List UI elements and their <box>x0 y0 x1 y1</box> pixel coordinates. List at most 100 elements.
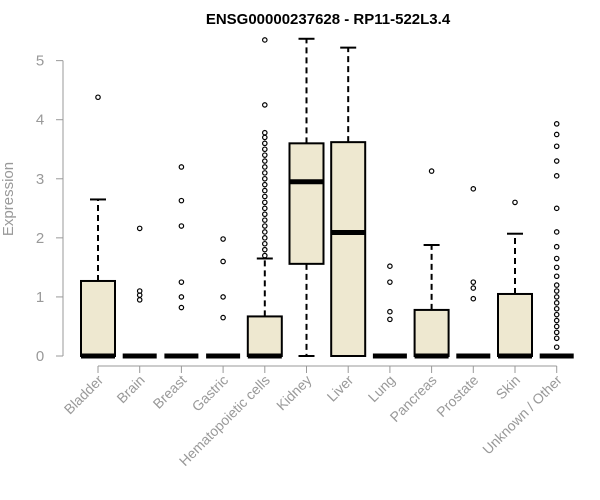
outlier-point <box>553 344 560 350</box>
category-label: Breast <box>150 372 190 412</box>
box-group <box>372 263 407 359</box>
category-label: Bladder <box>61 372 107 418</box>
outlier-point <box>553 243 560 250</box>
box-group <box>497 199 533 359</box>
outlier-point <box>553 229 560 235</box>
box-group <box>206 236 241 359</box>
category-label: Skin <box>493 372 524 403</box>
outlier-point <box>261 235 268 241</box>
outlier-point <box>95 94 101 101</box>
category-label: Lung <box>365 372 398 405</box>
outlier-point <box>553 205 560 212</box>
outlier-point <box>553 282 560 288</box>
outlier-point <box>553 255 560 262</box>
outlier-point <box>553 273 560 280</box>
outlier-point <box>261 217 268 223</box>
outlier-point <box>553 158 560 164</box>
box-group <box>456 186 491 359</box>
category-label: Kidney <box>273 372 315 414</box>
outlier-point <box>261 187 268 194</box>
box-group <box>413 168 450 359</box>
outlier-point <box>220 294 226 300</box>
y-tick-label: 0 <box>36 348 44 365</box>
outlier-point <box>261 181 268 188</box>
category-label: Brain <box>113 372 147 406</box>
outlier-point <box>261 193 268 200</box>
y-tick-label: 3 <box>36 171 44 188</box>
outlier-point <box>220 236 226 242</box>
outlier-point <box>553 335 560 342</box>
outlier-point <box>512 199 518 206</box>
box-group <box>330 46 367 357</box>
outlier-point <box>261 246 268 253</box>
box-iqr <box>288 142 325 265</box>
category-label: Liver <box>324 372 357 405</box>
category-label: Unknown / Other <box>479 372 565 458</box>
outlier-point <box>261 152 268 158</box>
outlier-point <box>220 258 226 265</box>
y-axis-label: Expression <box>0 162 17 236</box>
outlier-point <box>553 264 560 271</box>
box-group <box>288 37 325 357</box>
outlier-point <box>136 288 143 294</box>
outlier-point <box>553 121 560 127</box>
outlier-point <box>261 164 268 170</box>
outlier-point <box>470 295 477 302</box>
outlier-point <box>261 175 268 182</box>
outlier-point <box>261 211 268 218</box>
box-group <box>246 37 283 359</box>
outlier-point <box>261 129 268 136</box>
outlier-point <box>261 205 268 212</box>
y-tick-label: 2 <box>36 230 44 247</box>
outlier-point <box>387 308 393 315</box>
outlier-point <box>261 240 268 247</box>
outlier-point <box>553 294 560 300</box>
outlier-point <box>261 223 268 229</box>
outlier-point <box>261 146 268 153</box>
outlier-point <box>261 170 268 176</box>
outlier-point <box>553 329 560 336</box>
box-group <box>164 164 199 359</box>
outlier-point <box>178 223 185 229</box>
outlier-point <box>261 102 268 108</box>
boxes-layer <box>80 37 574 359</box>
outlier-point <box>553 143 560 150</box>
outlier-point <box>553 317 560 324</box>
outlier-point <box>470 279 477 285</box>
box-group <box>122 225 157 359</box>
outlier-point <box>178 164 185 170</box>
box-group <box>80 94 116 359</box>
outlier-point <box>178 197 185 204</box>
outlier-point <box>428 168 435 174</box>
outlier-point <box>470 186 477 192</box>
box-iqr <box>413 308 450 357</box>
outlier-point <box>261 134 268 141</box>
outlier-point <box>553 288 560 294</box>
outlier-point <box>178 279 185 285</box>
outlier-point <box>136 297 143 303</box>
outlier-point <box>470 285 477 291</box>
category-label: Prostate <box>433 372 481 420</box>
y-tick-label: 5 <box>36 53 44 70</box>
box-iqr <box>330 141 367 357</box>
outlier-point <box>261 140 268 147</box>
outlier-point <box>220 314 226 321</box>
outlier-point <box>387 279 393 285</box>
outlier-point <box>553 300 560 306</box>
outlier-point <box>553 173 560 179</box>
box-iqr <box>246 315 283 358</box>
outlier-point <box>178 304 185 311</box>
outlier-point <box>136 225 143 232</box>
axes-layer: 0 1 2 3 4 5 <box>36 53 558 373</box>
outlier-point <box>261 158 268 164</box>
y-tick-label: 4 <box>36 112 44 129</box>
outlier-point <box>178 294 185 300</box>
y-tick-label: 1 <box>36 289 44 306</box>
outlier-point <box>261 229 268 235</box>
box-iqr <box>497 292 533 358</box>
outlier-point <box>261 252 268 259</box>
outlier-point <box>387 263 393 270</box>
